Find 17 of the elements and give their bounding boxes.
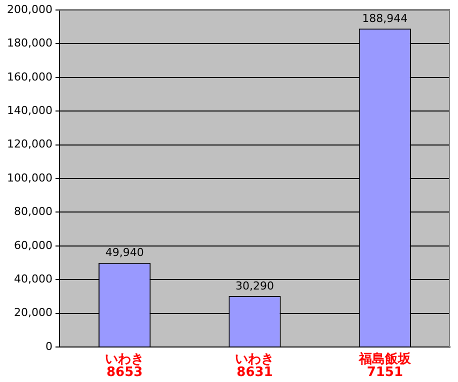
- y-tick-label: 120,000: [6, 138, 52, 151]
- x-tick-label: いわき 8653: [105, 352, 144, 380]
- y-tick-label: 160,000: [6, 70, 52, 84]
- y-tick-label: 60,000: [14, 238, 52, 252]
- data-label: 49,940: [105, 246, 144, 260]
- y-tick-label: 180,000: [6, 36, 52, 50]
- y-tick-label: 140,000: [6, 104, 52, 117]
- y-tick-label: 100,000: [6, 171, 52, 184]
- y-tick-label: 20,000: [14, 306, 52, 320]
- x-tick-label: 福島飯坂 7151: [358, 350, 412, 380]
- y-tick-label: 80,000: [14, 205, 52, 218]
- x-tick-label: いわき 8631: [235, 352, 274, 380]
- data-label: 30,290: [235, 279, 274, 292]
- y-tick-label: 200,000: [6, 2, 52, 16]
- data-label: 188,944: [362, 12, 408, 25]
- y-tick-label: 0: [45, 340, 52, 353]
- y-tick-label: 40,000: [14, 272, 52, 286]
